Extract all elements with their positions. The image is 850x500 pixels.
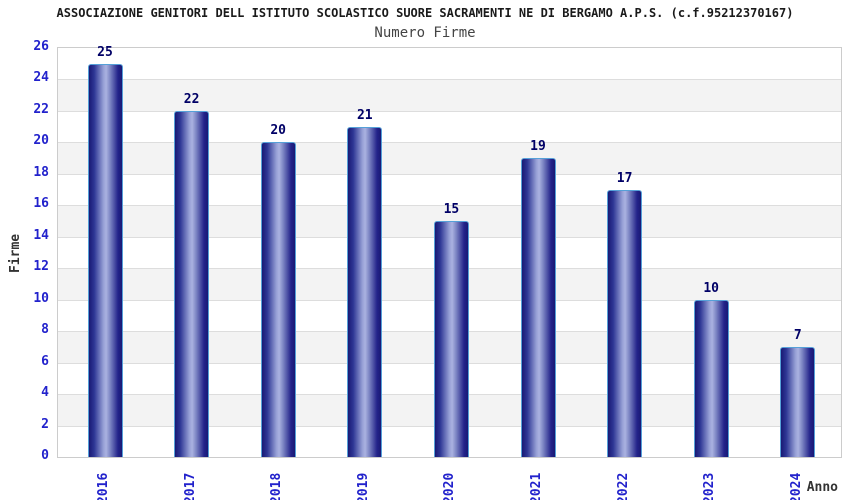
background-band	[58, 79, 841, 111]
y-tick-label: 8	[41, 322, 49, 338]
bar-2023	[693, 299, 729, 457]
bar-value-label: 19	[530, 139, 546, 155]
x-tick-label-2020: 2020	[442, 472, 458, 500]
x-tick-label-2022: 2022	[615, 472, 631, 500]
y-tick-label: 18	[33, 164, 49, 180]
background-band	[58, 48, 841, 80]
bar-value-label: 20	[270, 123, 287, 139]
x-tick-label-2019: 2019	[355, 472, 371, 500]
bar-2016	[87, 63, 123, 457]
gridline	[58, 142, 841, 143]
gridline	[58, 79, 841, 80]
bar-2018	[260, 142, 296, 457]
x-tick-label-2024: 2024	[788, 472, 804, 500]
x-tick-label-2017: 2017	[182, 472, 198, 500]
y-tick-label: 6	[41, 353, 49, 369]
bar-2020	[433, 221, 469, 457]
bar-2021	[520, 158, 556, 457]
bar-value-label: 25	[97, 44, 113, 60]
y-tick-label: 12	[33, 259, 49, 275]
x-tick-label-2018: 2018	[269, 472, 285, 500]
chart-title: ASSOCIAZIONE GENITORI DELL ISTITUTO SCOL…	[56, 6, 794, 20]
y-tick-label: 20	[33, 133, 49, 149]
plot-area: 25 22 20 21 15 19 17 10 7	[57, 44, 842, 458]
bar-value-label: 17	[616, 170, 633, 186]
y-tick-label: 10	[33, 290, 49, 306]
y-tick-label: 16	[33, 196, 49, 212]
y-tick-label: 14	[33, 227, 49, 243]
y-tick-label: 2	[41, 416, 49, 432]
chart-subtitle: Numero Firme	[374, 25, 476, 41]
y-axis-label: Firme	[8, 233, 23, 273]
y-tick-label: 0	[41, 448, 49, 463]
x-axis-label: Anno	[806, 480, 838, 495]
bar-2022	[607, 189, 643, 457]
gridline	[58, 111, 841, 112]
bar-value-label: 21	[356, 107, 373, 123]
bar-value-label: 22	[183, 91, 200, 107]
y-tick-label: 24	[33, 70, 49, 86]
x-tick-label-2023: 2023	[702, 472, 718, 500]
bar-value-label: 7	[793, 327, 802, 343]
gridline	[58, 205, 841, 206]
bar-2024	[780, 346, 816, 457]
gridline	[58, 174, 841, 175]
y-tick-label: 22	[33, 101, 49, 117]
bar-2019	[347, 126, 383, 457]
bar-value-label: 10	[703, 280, 720, 296]
x-tick-label-2016: 2016	[96, 472, 111, 500]
y-tick-label: 4	[41, 385, 49, 401]
x-tick-label-2021: 2021	[529, 472, 544, 500]
y-tick-label: 26	[33, 39, 49, 54]
bar-value-label: 15	[443, 202, 460, 218]
bar-2017	[174, 110, 210, 457]
